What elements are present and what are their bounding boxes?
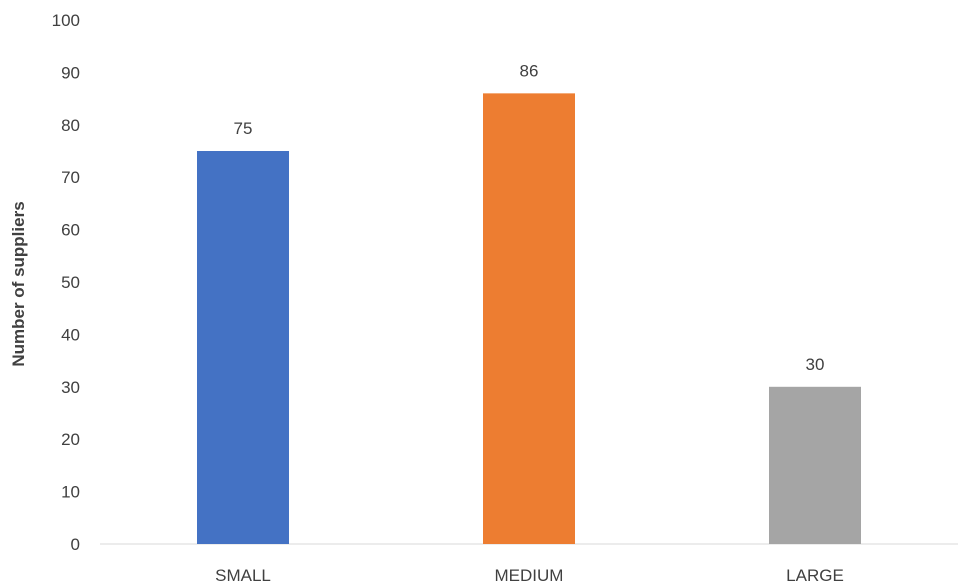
bar-medium <box>483 93 575 545</box>
y-tick-label: 50 <box>61 273 80 292</box>
data-label-medium: 86 <box>520 61 539 80</box>
y-axis-title: Number of suppliers <box>9 201 28 366</box>
x-category-label-small: SMALL <box>215 566 271 584</box>
y-tick-label: 10 <box>61 483 80 502</box>
bars <box>197 93 861 545</box>
bar-small <box>197 151 289 544</box>
y-tick-label: 60 <box>61 221 80 240</box>
y-tick-label: 100 <box>52 11 80 30</box>
y-tick-label: 40 <box>61 325 80 344</box>
x-category-label-large: LARGE <box>786 566 844 584</box>
y-tick-label: 20 <box>61 430 80 449</box>
y-tick-label: 0 <box>71 535 80 554</box>
y-tick-label: 70 <box>61 168 80 187</box>
x-axis-category-labels: SMALL MEDIUM LARGE <box>215 566 844 584</box>
y-tick-label: 90 <box>61 63 80 82</box>
bar-large <box>769 386 861 544</box>
data-labels: 75 86 30 <box>234 61 825 373</box>
data-label-small: 75 <box>234 119 253 138</box>
y-axis-ticks: 0 10 20 30 40 50 60 70 80 90 100 <box>52 11 80 554</box>
x-category-label-medium: MEDIUM <box>495 566 564 584</box>
data-label-large: 30 <box>806 355 825 374</box>
y-tick-label: 30 <box>61 378 80 397</box>
y-tick-label: 80 <box>61 116 80 135</box>
